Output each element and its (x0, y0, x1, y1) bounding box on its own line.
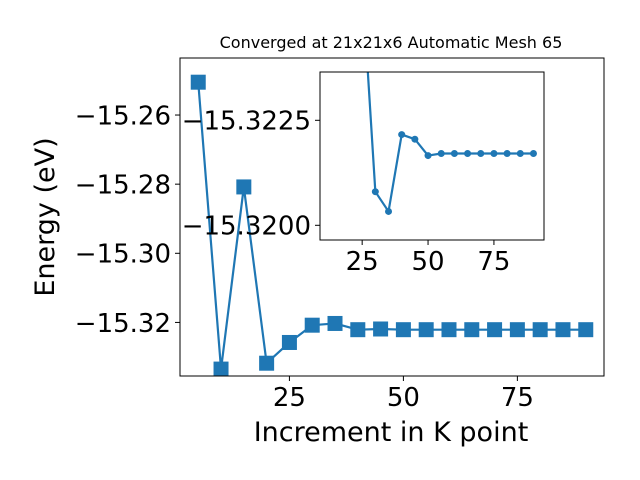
main-data-point (373, 321, 389, 337)
main-data-point (509, 322, 525, 338)
inset-x-tick-label: 25 (346, 247, 379, 277)
main-data-point (304, 317, 320, 333)
inset-data-point (371, 188, 379, 196)
main-data-point (487, 322, 503, 338)
main-data-point (578, 322, 594, 338)
main-x-axis-ticks: 25 50 75 (273, 376, 534, 413)
inset-plot-frame (319, 71, 545, 241)
main-x-tick-label: 25 (273, 383, 306, 413)
main-data-point (213, 361, 229, 376)
inset-data-point (437, 149, 445, 157)
main-data-point (395, 322, 411, 338)
main-data-point (236, 179, 252, 195)
main-y-tick-label: −15.32 (75, 309, 171, 339)
main-data-point (259, 355, 275, 371)
inset-data-point (529, 149, 537, 157)
inset-data-point (516, 149, 524, 157)
inset-data-point (424, 152, 432, 160)
inset-marker-layer (371, 131, 537, 215)
inset-chart: 25 50 75 −15.3200 −15.3225 (182, 71, 545, 277)
inset-data-point (464, 149, 472, 157)
inset-y-tick-label: −15.3225 (182, 107, 311, 137)
inset-data-point (398, 131, 406, 139)
main-data-point (350, 322, 366, 338)
inset-x-axis-ticks: 25 50 75 (346, 240, 510, 277)
main-x-axis-label: Increment in K point (254, 417, 529, 448)
main-y-axis-label: Energy (eV) (30, 137, 61, 296)
inset-y-tick-label: −15.3200 (182, 212, 311, 242)
main-data-point (418, 322, 434, 338)
main-y-axis-ticks: −15.32 −15.30 −15.28 −15.26 (75, 101, 180, 339)
inset-data-point (503, 149, 511, 157)
inset-x-tick-label: 75 (477, 247, 510, 277)
main-y-tick-label: −15.26 (75, 101, 171, 131)
inset-y-axis-ticks: −15.3200 −15.3225 (182, 107, 320, 242)
inset-data-point (477, 149, 485, 157)
inset-x-tick-label: 50 (412, 247, 445, 277)
main-data-point (281, 334, 297, 350)
main-plot-frame (179, 57, 605, 377)
main-marker-layer (190, 74, 594, 376)
main-data-point (532, 322, 548, 338)
main-y-tick-label: −15.28 (75, 171, 171, 201)
main-x-tick-label: 50 (387, 383, 420, 413)
inset-data-point (450, 149, 458, 157)
main-data-point (190, 74, 206, 90)
main-y-tick-label: −15.30 (75, 240, 171, 270)
inset-data-point (385, 207, 393, 215)
main-chart: Converged at 21x21x6 Automatic Mesh 65 2… (30, 33, 605, 448)
inset-data-point (490, 149, 498, 157)
inset-data-point (411, 135, 419, 143)
main-data-point (441, 322, 457, 338)
main-x-tick-label: 75 (501, 383, 534, 413)
main-data-point (464, 322, 480, 338)
main-data-point (327, 315, 343, 331)
main-data-point (555, 322, 571, 338)
main-chart-title: Converged at 21x21x6 Automatic Mesh 65 (220, 33, 563, 52)
